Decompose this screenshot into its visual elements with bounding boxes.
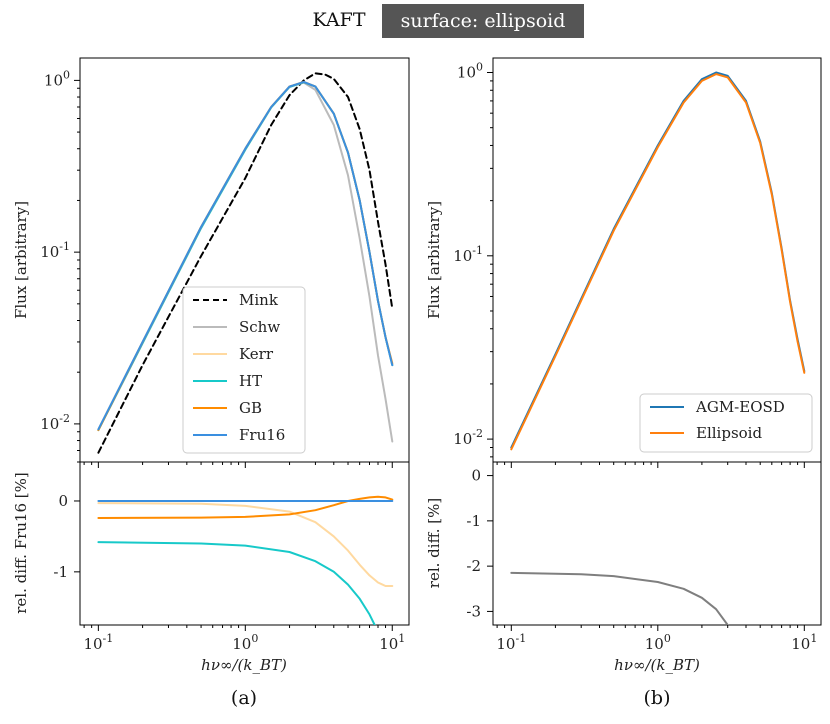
legend-label-a: Fru16 bbox=[239, 426, 285, 444]
ytick-label-a-top: 10-2 bbox=[40, 412, 70, 433]
series-a-bottom-gb bbox=[97, 495, 394, 519]
panel-a-xlabel: hν∞/(k_BT) bbox=[201, 656, 287, 674]
xtick-label-a: 10-1 bbox=[83, 632, 113, 653]
caption-a: (a) bbox=[231, 687, 257, 709]
series-a-bottom-kerr bbox=[97, 502, 394, 587]
legend-label-b: Ellipsoid bbox=[696, 424, 762, 442]
panel-b-bottom-frame bbox=[492, 461, 822, 626]
ytick-label-a-bottom: -1 bbox=[53, 563, 68, 581]
ytick-label-a-top: 100 bbox=[44, 68, 70, 89]
panel-b-xlabel: hν∞/(k_BT) bbox=[614, 656, 700, 674]
xtick-label-b: 100 bbox=[645, 632, 671, 653]
ytick-label-a-bottom: 0 bbox=[58, 492, 68, 510]
series-b-bottom-diff bbox=[510, 571, 729, 625]
ytick-label-b-bottom: -3 bbox=[466, 602, 481, 620]
legend-label-a: Schw bbox=[239, 318, 280, 336]
ytick-label-b-top: 10-1 bbox=[453, 244, 483, 265]
ytick-label-a-top: 10-1 bbox=[40, 240, 70, 261]
series-b-top-agm-eosd bbox=[510, 71, 806, 449]
xtick-label-a: 100 bbox=[232, 632, 258, 653]
legend-label-a: Kerr bbox=[239, 345, 274, 363]
panel-b-top-ylabel: Flux [arbitrary] bbox=[425, 201, 443, 319]
panel-b-bottom-ylabel: rel. diff. [%] bbox=[425, 498, 443, 588]
caption-b: (b) bbox=[644, 687, 671, 709]
header-title: KAFT bbox=[312, 9, 365, 31]
series-a-top-fru16 bbox=[97, 80, 394, 431]
xtick-label-b: 101 bbox=[791, 632, 817, 653]
series-b-top-ellipsoid bbox=[510, 73, 806, 451]
header-badge-bg bbox=[382, 4, 584, 38]
panel-a-bottom-ylabel: rel. diff. Fru16 [%] bbox=[12, 472, 30, 614]
xtick-label-b: 10-1 bbox=[496, 632, 526, 653]
ytick-label-b-top: 10-2 bbox=[453, 427, 483, 448]
series-a-top-mink bbox=[97, 72, 394, 454]
legend-label-b: AGM-EOSD bbox=[695, 398, 785, 416]
panel-a-top-ylabel: Flux [arbitrary] bbox=[12, 201, 30, 319]
ytick-label-b-bottom: -2 bbox=[466, 557, 481, 575]
legend-b bbox=[639, 393, 813, 453]
legend-label-a: GB bbox=[239, 399, 262, 417]
legend-label-a: HT bbox=[239, 372, 262, 390]
panel-a-bottom-frame bbox=[79, 461, 410, 626]
legend-a bbox=[182, 286, 306, 454]
ytick-label-b-top: 100 bbox=[457, 61, 483, 82]
legend-label-a: Mink bbox=[239, 291, 279, 309]
xtick-label-a: 101 bbox=[379, 632, 405, 653]
ytick-label-b-bottom: 0 bbox=[471, 467, 481, 485]
ytick-label-b-bottom: -1 bbox=[466, 512, 481, 530]
series-a-bottom-ht bbox=[97, 541, 376, 625]
header-badge: surface: ellipsoid bbox=[401, 10, 566, 32]
